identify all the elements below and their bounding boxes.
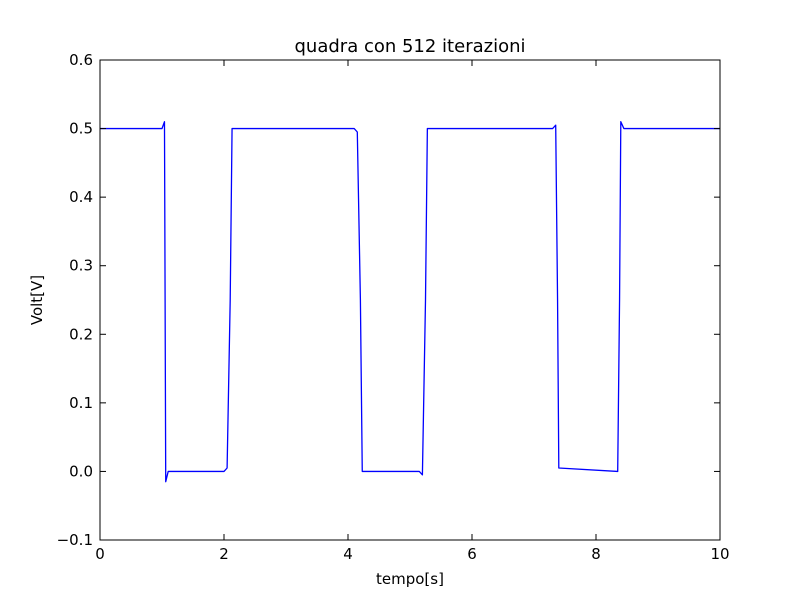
y-axis-label: Volt[V]	[28, 275, 46, 325]
plot-layer	[100, 121, 720, 483]
chart-title: quadra con 512 iterazioni	[295, 36, 526, 57]
y-tick-label: −0.1	[57, 531, 93, 549]
y-tick-label: 0.1	[69, 394, 93, 412]
y-tick-label: 0.4	[69, 188, 93, 206]
x-tick-label: 10	[710, 545, 729, 563]
x-axis-label: tempo[s]	[376, 570, 444, 588]
y-tick-label: 0.6	[69, 51, 93, 69]
y-tick-label: 0.3	[69, 257, 93, 275]
y-tick-label: 0.5	[69, 120, 93, 138]
ticks-layer: 0 2 4 6 8 10 −0.1 0.0 0.1 0.2 0.3 0.4 0.5 0.6	[57, 51, 730, 563]
y-tick-label: 0.0	[69, 462, 93, 480]
x-tick-label: 8	[591, 545, 601, 563]
x-tick-label: 6	[467, 545, 477, 563]
y-tick-label: 0.2	[69, 325, 93, 343]
x-tick-label: 2	[219, 545, 229, 563]
series-line-0	[100, 121, 720, 483]
x-tick-label: 0	[95, 545, 105, 563]
x-tick-label: 4	[343, 545, 353, 563]
plot-frame	[99, 59, 721, 541]
